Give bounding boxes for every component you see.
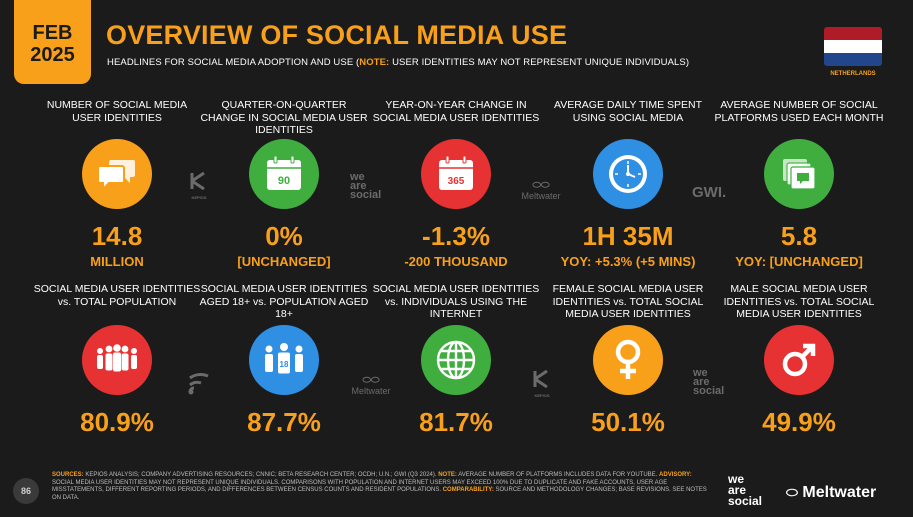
subtitle-note: NOTE: <box>359 57 390 68</box>
meltwater-logo: ⬭⬭ Meltwater <box>344 375 398 396</box>
footer-sources-label: SOURCES: <box>52 472 84 478</box>
gwi-logo: GWI. <box>692 184 727 201</box>
kepios-logo: KEPIOS <box>529 369 555 398</box>
was-word-1: we <box>350 171 365 183</box>
clock-icon <box>593 139 663 209</box>
calendar-icon-text: 365 <box>448 176 465 187</box>
stat-label: NUMBER OF SOCIAL MEDIA USER IDENTITIES <box>46 99 188 124</box>
stat-platforms: AVERAGE NUMBER OF SOCIAL PLATFORMS USED … <box>714 99 884 269</box>
footer-comparability-label: COMPARABILITY: <box>442 487 494 494</box>
country-label: NETHERLANDS <box>830 71 876 77</box>
broadcast-logo-icon <box>186 372 212 401</box>
footer-sources-text: KEPIOS ANALYSIS; COMPANY ADVERTISING RES… <box>83 472 439 478</box>
meltwater-logo-text: Meltwater <box>351 386 391 396</box>
female-symbol-icon <box>593 325 663 395</box>
stat-sub: MILLION <box>90 254 144 269</box>
was-word-2: are <box>693 376 710 388</box>
stat-sub: [UNCHANGED] <box>237 254 331 269</box>
stat-vs-population: SOCIAL MEDIA USER IDENTITIES vs. TOTAL P… <box>32 283 202 438</box>
stat-value: 5.8 <box>780 221 818 251</box>
stat-label: AVERAGE DAILY TIME SPENT USING SOCIAL ME… <box>553 99 702 124</box>
meltwater-brand-text: Meltwater <box>802 484 877 501</box>
we-are-social-logo: we are social <box>350 171 382 201</box>
page-title: OVERVIEW OF SOCIAL MEDIA USE <box>106 20 568 50</box>
stat-qoq-change: QUARTER-ON-QUARTER CHANGE IN SOCIAL MEDI… <box>199 99 369 269</box>
stat-sub: YOY: +5.3% (+5 MINS) <box>560 254 696 269</box>
adults-18-icon: 18 <box>249 325 319 395</box>
calendar-icon-text: 90 <box>278 175 290 187</box>
stat-label: FEMALE SOCIAL MEDIA USER IDENTITIES vs. … <box>552 283 704 320</box>
stat-label: MALE SOCIAL MEDIA USER IDENTITIES vs. TO… <box>723 283 875 320</box>
stat-vs-internet: SOCIAL MEDIA USER IDENTITIES vs. INDIVID… <box>371 283 541 438</box>
brand-was-word-3: social <box>728 494 763 508</box>
brand-was-word-2: are <box>728 483 747 497</box>
kepios-logo-text: KEPIOS <box>534 393 550 398</box>
meltwater-logo: ⬭⬭ Meltwater <box>514 180 568 201</box>
globe-icon <box>421 325 491 395</box>
stat-label: QUARTER-ON-QUARTER CHANGE IN SOCIAL MEDI… <box>200 99 368 136</box>
stat-value: 87.7% <box>247 407 321 437</box>
subtitle-rest: USER IDENTITIES MAY NOT REPRESENT UNIQUE… <box>389 57 690 68</box>
stat-sub: YOY: [UNCHANGED] <box>735 254 863 269</box>
stat-user-identities: NUMBER OF SOCIAL MEDIA USER IDENTITIES 1… <box>32 99 202 269</box>
meltwater-brand-logo: ⬭ Meltwater <box>786 484 877 501</box>
we-are-social-brand-logo: we are social <box>728 472 763 508</box>
footer-advisory-label: ADVISORY: <box>659 472 692 478</box>
date-year: 2025 <box>30 44 75 66</box>
stat-value: -1.3% <box>422 221 490 251</box>
date-month: FEB <box>32 22 73 44</box>
stat-label: AVERAGE NUMBER OF SOCIAL PLATFORMS USED … <box>714 99 884 124</box>
stat-label: SOCIAL MEDIA USER IDENTITIES AGED 18+ vs… <box>199 283 369 320</box>
footer-note-label: NOTE: <box>438 472 457 478</box>
footer-comparability-text: SOURCE AND METHODOLOGY CHANGES; BASE REV… <box>52 487 707 501</box>
stat-yoy-change: YEAR-ON-YEAR CHANGE IN SOCIAL MEDIA USER… <box>371 99 541 269</box>
we-are-social-logo: we are social <box>693 367 725 397</box>
stat-value: 1H 35M <box>582 221 674 251</box>
calendar-icon: 90 <box>249 139 319 209</box>
stat-label: SOCIAL MEDIA USER IDENTITIES vs. INDIVID… <box>372 283 540 320</box>
subtitle-lead: HEADLINES FOR SOCIAL MEDIA ADOPTION AND … <box>107 57 360 68</box>
calendar-icon: 365 <box>421 139 491 209</box>
stat-value: 0% <box>265 221 303 251</box>
footer-advisory-text: SOCIAL MEDIA USER IDENTITIES MAY NOT REP… <box>52 479 668 494</box>
kepios-logo-text: KEPIOS <box>191 195 207 200</box>
people-group-icon <box>82 325 152 395</box>
stat-value: 50.1% <box>591 407 665 437</box>
stat-label: YEAR-ON-YEAR CHANGE IN SOCIAL MEDIA USER… <box>372 99 540 124</box>
stat-sub: -200 THOUSAND <box>404 254 508 269</box>
stat-daily-time: AVERAGE DAILY TIME SPENT USING SOCIAL ME… <box>543 99 713 269</box>
stat-aged-18: SOCIAL MEDIA USER IDENTITIES AGED 18+ vs… <box>199 283 369 438</box>
was-word-2: are <box>350 180 367 192</box>
date-badge: FEB 2025 <box>14 0 91 84</box>
footer-notes: SOURCES: KEPIOS ANALYSIS; COMPANY ADVERT… <box>52 472 712 502</box>
stat-value: 81.7% <box>419 407 493 437</box>
stat-male: MALE SOCIAL MEDIA USER IDENTITIES vs. TO… <box>714 283 884 438</box>
stat-label: SOCIAL MEDIA USER IDENTITIES vs. TOTAL P… <box>33 283 201 308</box>
netherlands-flag-icon <box>824 27 882 66</box>
speech-bubbles-icon <box>82 139 152 209</box>
adults-18-icon-text: 18 <box>280 360 289 369</box>
footer-note-text: AVERAGE NUMBER OF PLATFORMS INCLUDES DAT… <box>456 472 660 478</box>
stat-value: 14.8 <box>91 221 143 251</box>
page-number: 86 <box>13 478 39 504</box>
brand-was-word-1: we <box>728 472 745 486</box>
stat-value: 49.9% <box>762 407 836 437</box>
meltwater-logo-text: Meltwater <box>521 191 561 201</box>
kepios-logo: KEPIOS <box>186 171 212 200</box>
stacked-cards-icon <box>764 139 834 209</box>
was-word-1: we <box>693 367 708 379</box>
page-subtitle: HEADLINES FOR SOCIAL MEDIA ADOPTION AND … <box>107 57 689 68</box>
stat-female: FEMALE SOCIAL MEDIA USER IDENTITIES vs. … <box>543 283 713 438</box>
was-word-3: social <box>350 189 382 201</box>
was-word-3: social <box>693 385 725 397</box>
stat-value: 80.9% <box>80 407 154 437</box>
male-symbol-icon <box>764 325 834 395</box>
